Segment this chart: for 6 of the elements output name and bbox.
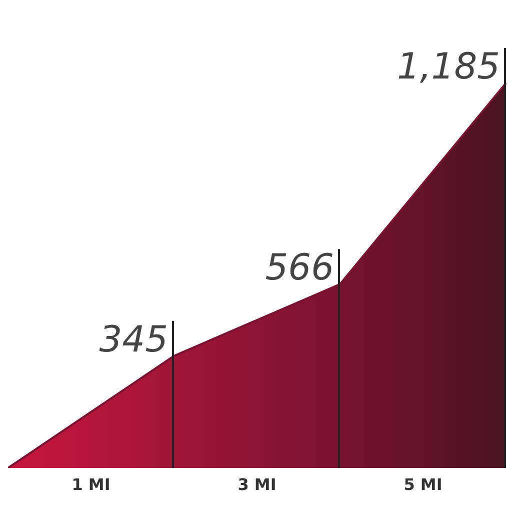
text: 5 MI [404, 475, 442, 494]
data-label: 1,185 [396, 46, 500, 88]
text: 1 MI [72, 475, 110, 494]
data-label: 566 [265, 247, 334, 288]
data-label: 345 [99, 319, 168, 360]
text: 3 MI [238, 475, 276, 494]
